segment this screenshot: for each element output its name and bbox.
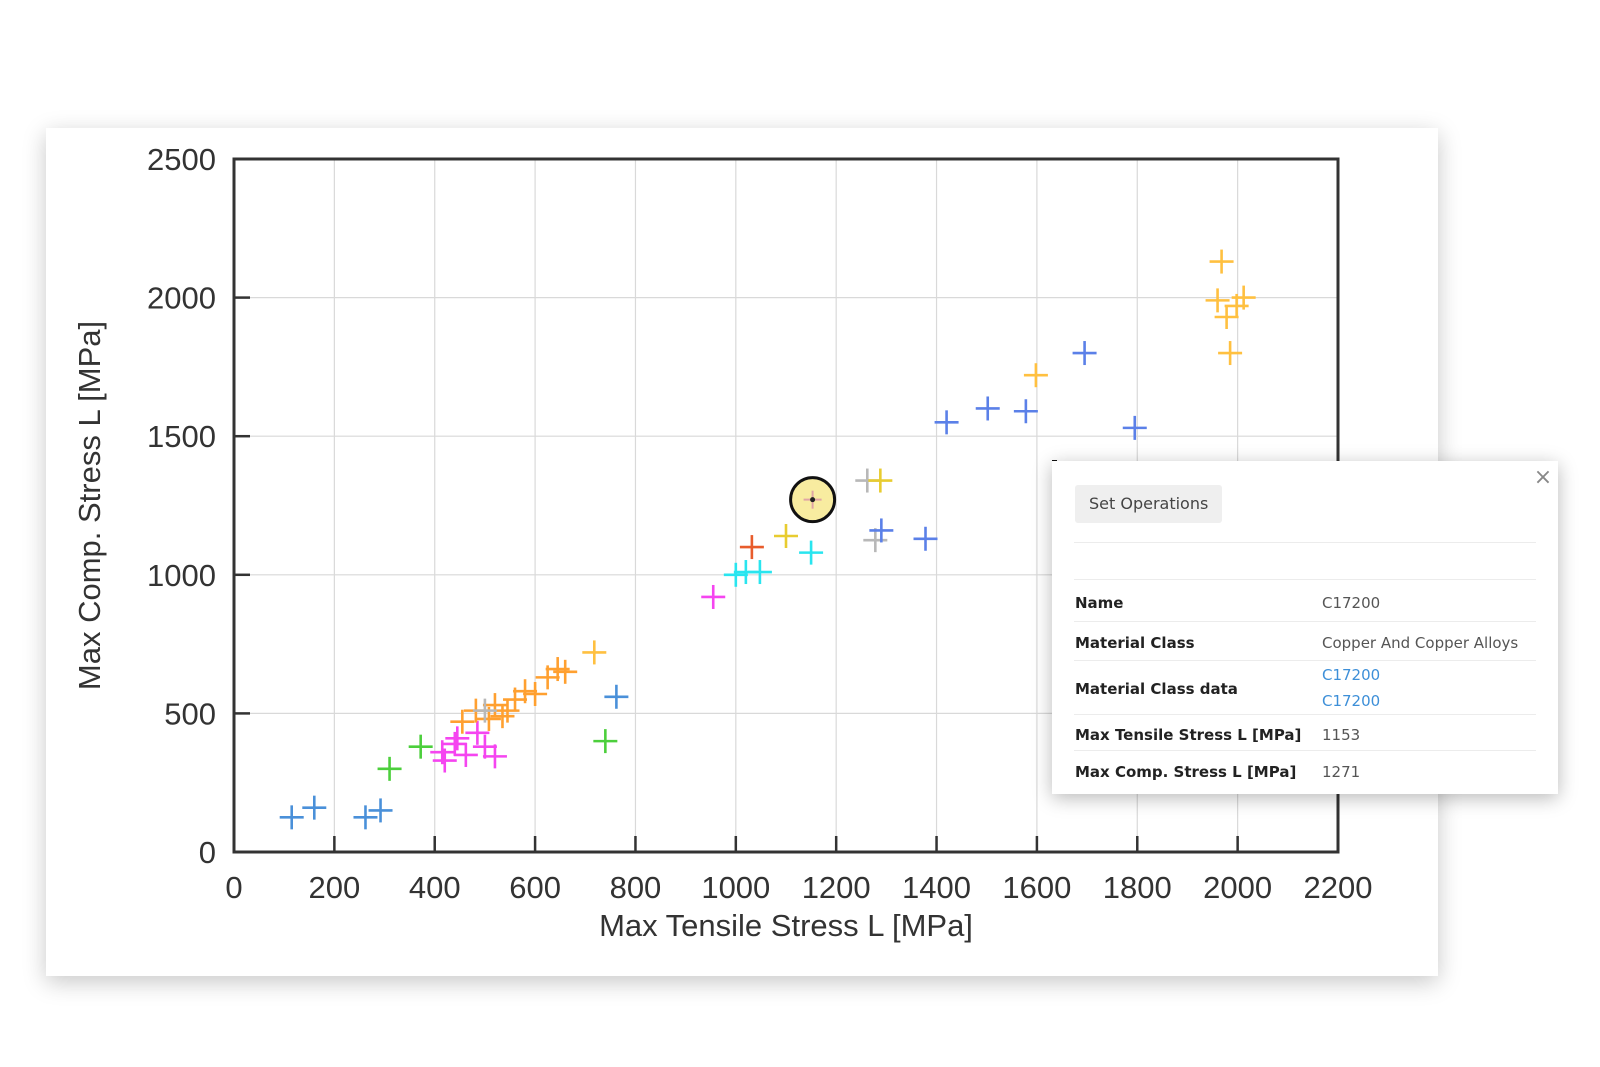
prop-value: Copper And Copper Alloys — [1322, 634, 1519, 652]
y-tick-label: 2500 — [147, 142, 216, 177]
divider — [1074, 542, 1536, 543]
data-point — [604, 684, 629, 709]
data-point — [442, 731, 467, 756]
data-point — [553, 659, 578, 684]
close-button[interactable]: × — [1533, 465, 1553, 490]
data-point — [302, 795, 327, 820]
x-axis-title: Max Tensile Stress L [MPa] — [599, 908, 973, 943]
y-axis-title: Max Comp. Stress L [MPa] — [72, 321, 107, 690]
data-point — [723, 562, 748, 587]
x-tick-label: 400 — [409, 870, 461, 905]
data-point — [1023, 363, 1048, 388]
data-point — [934, 410, 959, 435]
axis-ticks: 0 200 400 600 800 1000 1200 1400 1600 1800 2000 220… — [147, 142, 1372, 905]
prop-key: Name — [1075, 594, 1124, 612]
prop-key: Material Class — [1075, 634, 1195, 652]
x-tick-label: 2000 — [1203, 870, 1272, 905]
prop-value: 1271 — [1322, 763, 1361, 781]
data-point — [453, 742, 478, 767]
class-data-link[interactable]: C17200 — [1322, 692, 1381, 710]
data-point — [593, 729, 618, 754]
data-point — [353, 805, 378, 830]
divider — [1074, 579, 1536, 580]
divider — [1074, 714, 1536, 715]
data-point — [482, 744, 507, 769]
data-point — [368, 798, 393, 823]
data-point — [739, 535, 764, 560]
data-points — [279, 249, 1256, 830]
y-tick-label: 2000 — [147, 281, 216, 316]
data-point — [799, 540, 824, 565]
highlighted-point — [789, 476, 837, 524]
data-point — [523, 681, 548, 706]
data-point — [1218, 341, 1243, 366]
prop-key: Material Class data — [1075, 680, 1238, 698]
data-point — [490, 704, 515, 729]
data-point — [513, 679, 538, 704]
divider — [1074, 621, 1536, 622]
data-point — [913, 526, 938, 551]
data-point — [1013, 399, 1038, 424]
x-tick-label: 800 — [610, 870, 662, 905]
data-point — [279, 805, 304, 830]
y-tick-label: 500 — [164, 696, 216, 731]
data-point — [472, 698, 497, 723]
data-point — [869, 518, 894, 543]
material-popup: × Set Operations Name C17200 Material Cl… — [1052, 461, 1558, 794]
data-point — [701, 584, 726, 609]
data-point — [1209, 249, 1234, 274]
data-point — [1072, 341, 1097, 366]
data-point — [450, 709, 475, 734]
prop-value: C17200 — [1322, 594, 1381, 612]
prop-value: 1153 — [1322, 726, 1361, 744]
set-operations-button[interactable]: Set Operations — [1075, 485, 1223, 523]
x-tick-label: 600 — [509, 870, 561, 905]
y-tick-label: 1000 — [147, 558, 216, 593]
x-tick-label: 1400 — [902, 870, 971, 905]
data-point — [445, 726, 470, 751]
x-tick-label: 0 — [225, 870, 242, 905]
data-point — [1214, 305, 1239, 330]
x-tick-label: 1800 — [1103, 870, 1172, 905]
data-point — [868, 468, 893, 493]
data-point — [774, 523, 798, 548]
data-point — [747, 560, 772, 585]
y-tick-label: 1500 — [147, 419, 216, 454]
x-tick-label: 200 — [308, 870, 360, 905]
data-point — [1231, 285, 1256, 310]
x-tick-label: 2200 — [1304, 870, 1373, 905]
data-point — [472, 734, 497, 759]
divider — [1074, 660, 1536, 661]
class-data-link[interactable]: C17200 — [1322, 666, 1381, 684]
divider — [1074, 750, 1536, 751]
highlight-dot — [810, 497, 816, 503]
data-point — [465, 720, 490, 745]
data-point — [1205, 288, 1230, 313]
x-tick-label: 1000 — [701, 870, 770, 905]
data-point — [1122, 415, 1147, 440]
data-point — [863, 528, 888, 553]
data-point — [377, 756, 402, 781]
data-point — [430, 740, 455, 765]
data-point — [582, 640, 607, 665]
data-point — [408, 734, 433, 759]
prop-key: Max Tensile Stress L [MPa] — [1075, 726, 1302, 744]
y-tick-label: 0 — [199, 835, 216, 870]
data-point — [975, 396, 1000, 421]
x-tick-label: 1200 — [802, 870, 871, 905]
x-tick-label: 1600 — [1002, 870, 1071, 905]
prop-key: Max Comp. Stress L [MPa] — [1075, 763, 1297, 781]
